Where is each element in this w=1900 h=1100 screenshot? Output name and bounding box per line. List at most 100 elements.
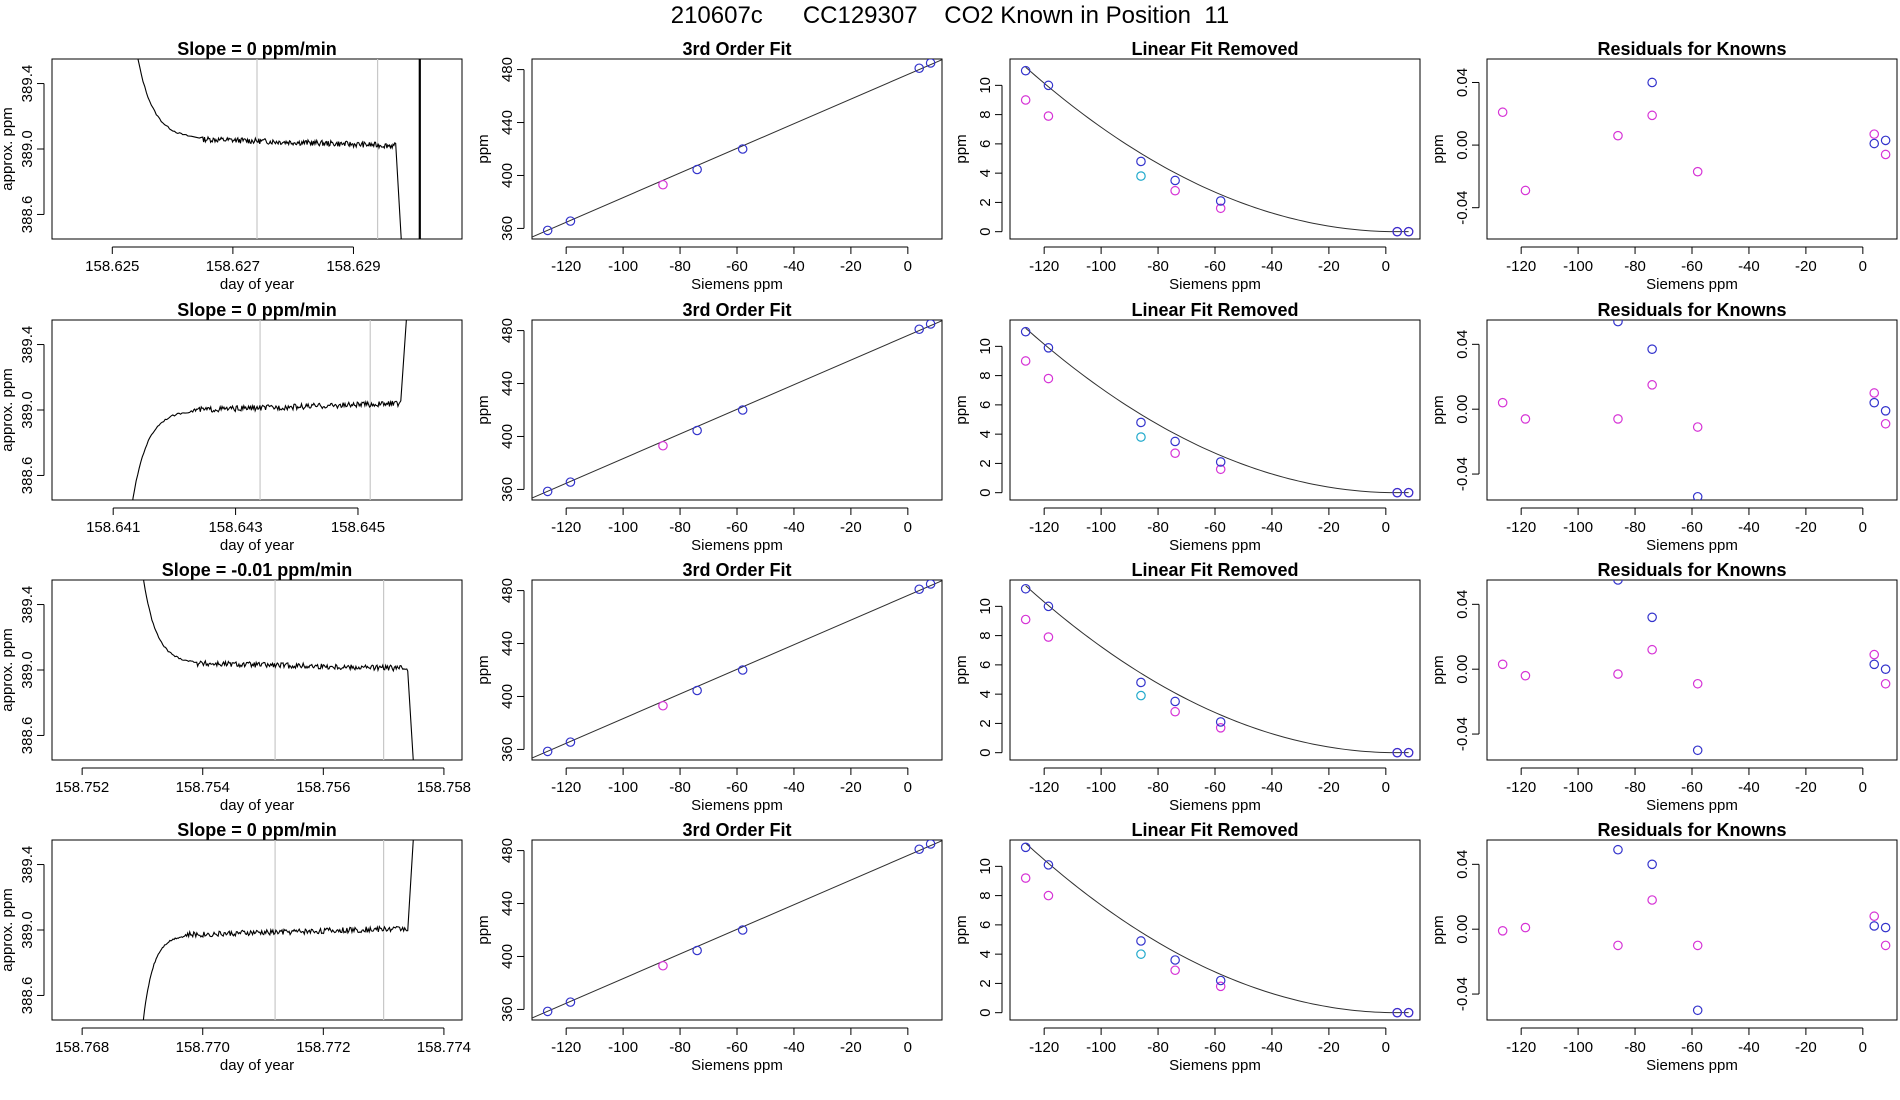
point-magenta (1520, 922, 1531, 933)
y-tick-label: 389.0 (19, 651, 36, 689)
panel-r3-c3: Linear Fit Removed -120 -100 -80 -60 -40 -20 0 S… (953, 560, 1421, 814)
point-magenta (1497, 926, 1508, 936)
point-magenta (658, 440, 668, 451)
x-tick-label: 0 (1382, 1039, 1390, 1056)
x-tick-label: -120 (1029, 779, 1059, 796)
y-tick-label: 400 (499, 944, 516, 969)
x-tick-label: -120 (551, 779, 581, 796)
point-blue (914, 584, 925, 595)
point-blue (1403, 1007, 1414, 1018)
y-tick-label: 4 (977, 950, 994, 958)
x-tick-label: -80 (1624, 519, 1646, 536)
point-blue (1647, 612, 1657, 623)
point-magenta (1520, 670, 1531, 681)
point-cyan (1136, 949, 1146, 959)
point-magenta (1043, 373, 1054, 384)
panel-r3-c2: 3rd Order Fit -120 -100 -80 -60 -40 -20 0 Siemen… (475, 560, 943, 814)
x-tick-label: -40 (783, 1039, 805, 1056)
plot-box (1009, 579, 1421, 761)
y-tick-label: 388.6 (19, 196, 36, 234)
plot-area (1020, 326, 1414, 498)
plot-area (143, 580, 414, 760)
y-axis-label: ppm (953, 134, 970, 163)
panel-r1-c4: Residuals for Knowns -120 -100 -80 -60 -40 -20… (1430, 39, 1898, 293)
x-axis-label: Siemens ppm (1646, 797, 1738, 814)
x-tick-label: -100 (1086, 779, 1116, 796)
point-magenta (1520, 185, 1531, 196)
plot-area (1497, 77, 1891, 196)
x-tick-label: 158.752 (55, 779, 109, 796)
point-blue (1215, 717, 1226, 727)
x-tick-label: -80 (1147, 519, 1169, 536)
y-tick-label: 8 (977, 891, 994, 899)
point-magenta (1170, 448, 1180, 458)
y-tick-label: 6 (977, 401, 994, 409)
panel-title: Slope = -0.01 ppm/min (162, 560, 353, 580)
point-magenta (1215, 981, 1226, 992)
point-blue (542, 486, 553, 497)
point-blue (1020, 842, 1031, 853)
point-blue (1647, 344, 1657, 354)
x-axis-label: day of year (220, 537, 294, 554)
x-tick-label: -20 (1318, 779, 1340, 796)
y-tick-label: 10 (977, 77, 994, 94)
point-magenta (1215, 203, 1226, 214)
x-tick-label: -40 (1738, 258, 1760, 275)
y-tick-label: 389.0 (19, 130, 36, 168)
y-tick-label: 2 (977, 198, 994, 206)
x-tick-label: -60 (1204, 519, 1226, 536)
y-tick-label: 6 (977, 921, 994, 929)
x-tick-label: 0 (1382, 258, 1390, 275)
point-blue (925, 840, 936, 849)
point-magenta (1043, 890, 1054, 901)
y-tick-label: 440 (499, 371, 516, 396)
y-tick-label: 389.0 (19, 911, 36, 949)
y-tick-label: -0.04 (1454, 977, 1471, 1011)
x-tick-label: -100 (1563, 1039, 1593, 1056)
x-tick-label: 0 (1859, 258, 1867, 275)
y-tick-label: 480 (499, 318, 516, 343)
panel-r4-c1: Slope = 0 ppm/min 158.768 158.770 158.772 15… (0, 820, 471, 1074)
y-axis-label: ppm (1430, 655, 1447, 684)
x-tick-label: -120 (551, 519, 581, 536)
panel-r1-c2: 3rd Order Fit -120 -100 -80 -60 -40 -20 0 Siemen… (475, 39, 943, 293)
x-tick-label: -120 (1506, 258, 1536, 275)
x-tick-label: -20 (1795, 779, 1817, 796)
point-blue (1215, 457, 1226, 467)
point-magenta (658, 700, 668, 711)
point-blue (1869, 138, 1880, 149)
point-blue (1869, 921, 1880, 931)
panel-r4-c4: Residuals for Knowns -120 -100 -80 -60 -40 -20… (1430, 820, 1898, 1074)
point-magenta (1215, 722, 1226, 733)
x-tick-label: -80 (1624, 258, 1646, 275)
x-tick-label: -60 (1681, 1039, 1703, 1056)
x-tick-label: -20 (840, 258, 862, 275)
y-tick-label: 389.4 (19, 846, 36, 884)
x-axis-label: Siemens ppm (1646, 537, 1738, 554)
point-blue (1692, 745, 1703, 756)
x-tick-label: -40 (1738, 779, 1760, 796)
point-blue (542, 746, 553, 757)
point-blue (1692, 491, 1703, 500)
y-tick-label: 0.00 (1454, 130, 1471, 159)
y-axis-label: ppm (475, 655, 492, 684)
y-tick-label: 0.04 (1454, 330, 1471, 359)
y-tick-label: 440 (499, 631, 516, 656)
point-blue (565, 477, 576, 487)
x-tick-label: -60 (1681, 258, 1703, 275)
x-tick-label: 158.768 (55, 1039, 109, 1056)
y-tick-label: 8 (977, 110, 994, 118)
y-axis-label: ppm (953, 655, 970, 684)
x-tick-label: -40 (783, 779, 805, 796)
ppm-trace (132, 320, 407, 500)
point-blue (925, 59, 936, 68)
y-tick-label: 389.0 (19, 391, 36, 429)
point-magenta (1020, 614, 1031, 625)
point-magenta (1170, 706, 1180, 717)
fit-curve (1025, 66, 1409, 233)
y-tick-label: 480 (499, 838, 516, 863)
point-blue (1403, 747, 1414, 758)
point-blue (1043, 80, 1054, 91)
plot-box (1486, 319, 1898, 501)
